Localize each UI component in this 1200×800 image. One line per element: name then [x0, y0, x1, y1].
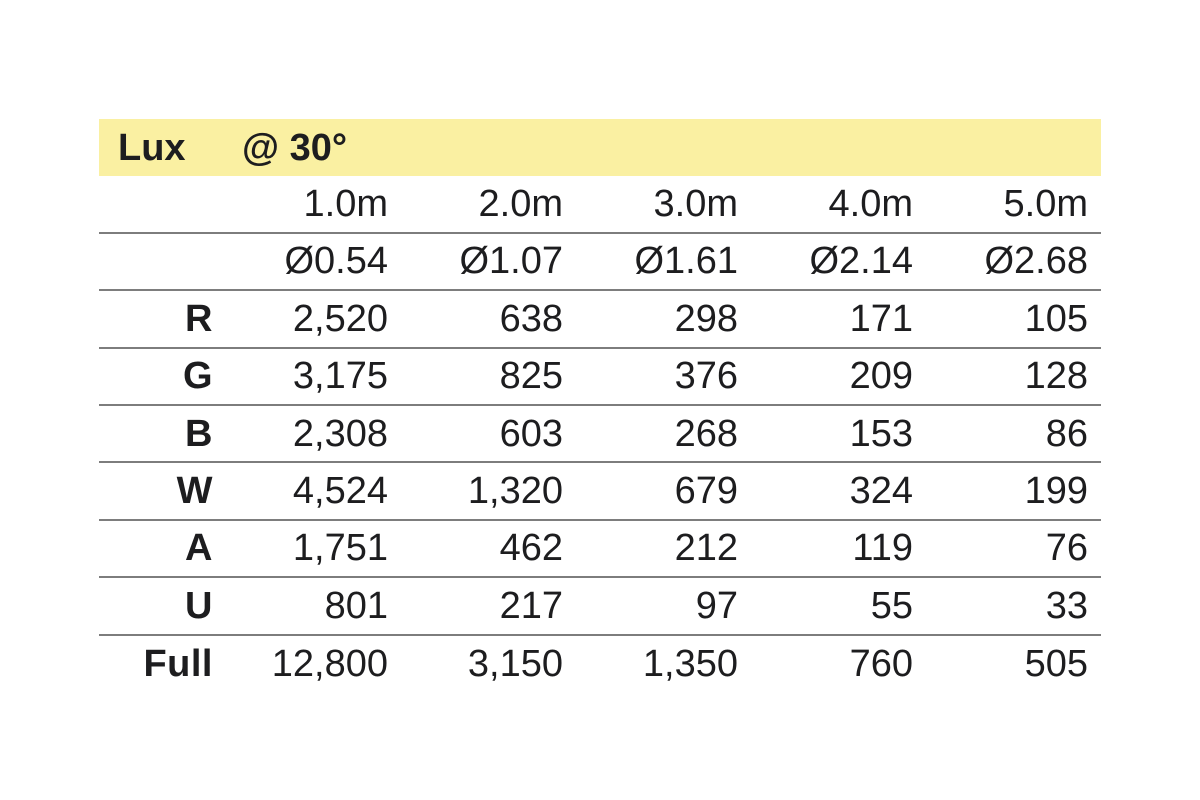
lux-value: 4,524 [292, 470, 388, 513]
beam-diameter: Ø2.68 [984, 240, 1088, 283]
lux-value: 119 [852, 527, 913, 570]
lux-value: 55 [870, 584, 913, 627]
table-title: Lux [118, 126, 186, 169]
row-label: G [182, 355, 213, 398]
lux-value: 199 [1024, 470, 1088, 513]
beam-diameter: Ø1.61 [634, 240, 738, 283]
lux-value: 105 [1024, 297, 1088, 340]
table-row-full: Full 12,800 3,150 1,350 760 505 [99, 636, 1101, 693]
diameter-header-row: Ø0.54 Ø1.07 Ø1.61 Ø2.14 Ø2.68 [99, 234, 1101, 292]
lux-value: 638 [499, 297, 563, 340]
lux-value: 825 [499, 355, 563, 398]
lux-value: 801 [324, 584, 388, 627]
lux-value: 679 [674, 470, 738, 513]
distance-header: 4.0m [828, 183, 913, 226]
table-row-r: R 2,520 638 298 171 105 [99, 291, 1101, 349]
lux-value: 3,175 [292, 355, 388, 398]
lux-value: 1,320 [467, 470, 563, 513]
table-row-a: A 1,751 462 212 119 76 [99, 521, 1101, 579]
lux-value: 76 [1045, 527, 1088, 570]
distance-header: 2.0m [478, 183, 563, 226]
row-label: W [176, 470, 213, 513]
lux-value: 505 [1024, 643, 1088, 686]
lux-value: 212 [674, 527, 738, 570]
table-row-g: G 3,175 825 376 209 128 [99, 349, 1101, 406]
distance-header: 1.0m [303, 183, 388, 226]
row-label: B [185, 412, 213, 455]
lux-value: 298 [674, 297, 738, 340]
table-row-b: B 2,308 603 268 153 86 [99, 406, 1101, 464]
beam-diameter: Ø0.54 [284, 240, 388, 283]
table-row-u: U 801 217 97 55 33 [99, 578, 1101, 636]
lux-value: 128 [1024, 355, 1088, 398]
lux-value: 209 [849, 355, 913, 398]
lux-value: 760 [849, 643, 913, 686]
lux-value: 462 [499, 527, 563, 570]
lux-value: 376 [674, 355, 738, 398]
lux-value: 217 [499, 584, 563, 627]
row-label: Full [143, 643, 213, 686]
lux-value: 153 [849, 412, 913, 455]
lux-value: 97 [695, 584, 738, 627]
photometric-table: Lux @ 30° 1.0m 2.0m 3.0m 4.0m 5.0m Ø0.54… [99, 119, 1101, 693]
row-label: U [185, 584, 213, 627]
lux-value: 2,308 [292, 412, 388, 455]
lux-value: 3,150 [467, 643, 563, 686]
lux-value: 1,350 [642, 643, 738, 686]
row-label: R [185, 297, 213, 340]
table-beam-angle: @ 30° [242, 126, 348, 169]
lux-value: 324 [849, 470, 913, 513]
distance-header: 5.0m [1003, 183, 1088, 226]
beam-diameter: Ø2.14 [809, 240, 913, 283]
distance-header: 3.0m [653, 183, 738, 226]
distance-header-row: 1.0m 2.0m 3.0m 4.0m 5.0m [99, 176, 1101, 234]
lux-value: 2,520 [292, 297, 388, 340]
beam-diameter: Ø1.07 [459, 240, 563, 283]
lux-value: 268 [674, 412, 738, 455]
lux-value: 86 [1045, 412, 1088, 455]
lux-value: 33 [1045, 584, 1088, 627]
lux-value: 12,800 [271, 643, 388, 686]
table-title-row: Lux @ 30° [99, 119, 1101, 177]
lux-value: 171 [849, 297, 913, 340]
lux-value: 1,751 [292, 527, 388, 570]
table-row-w: W 4,524 1,320 679 324 199 [99, 463, 1101, 521]
row-label: A [185, 527, 213, 570]
lux-value: 603 [499, 412, 563, 455]
